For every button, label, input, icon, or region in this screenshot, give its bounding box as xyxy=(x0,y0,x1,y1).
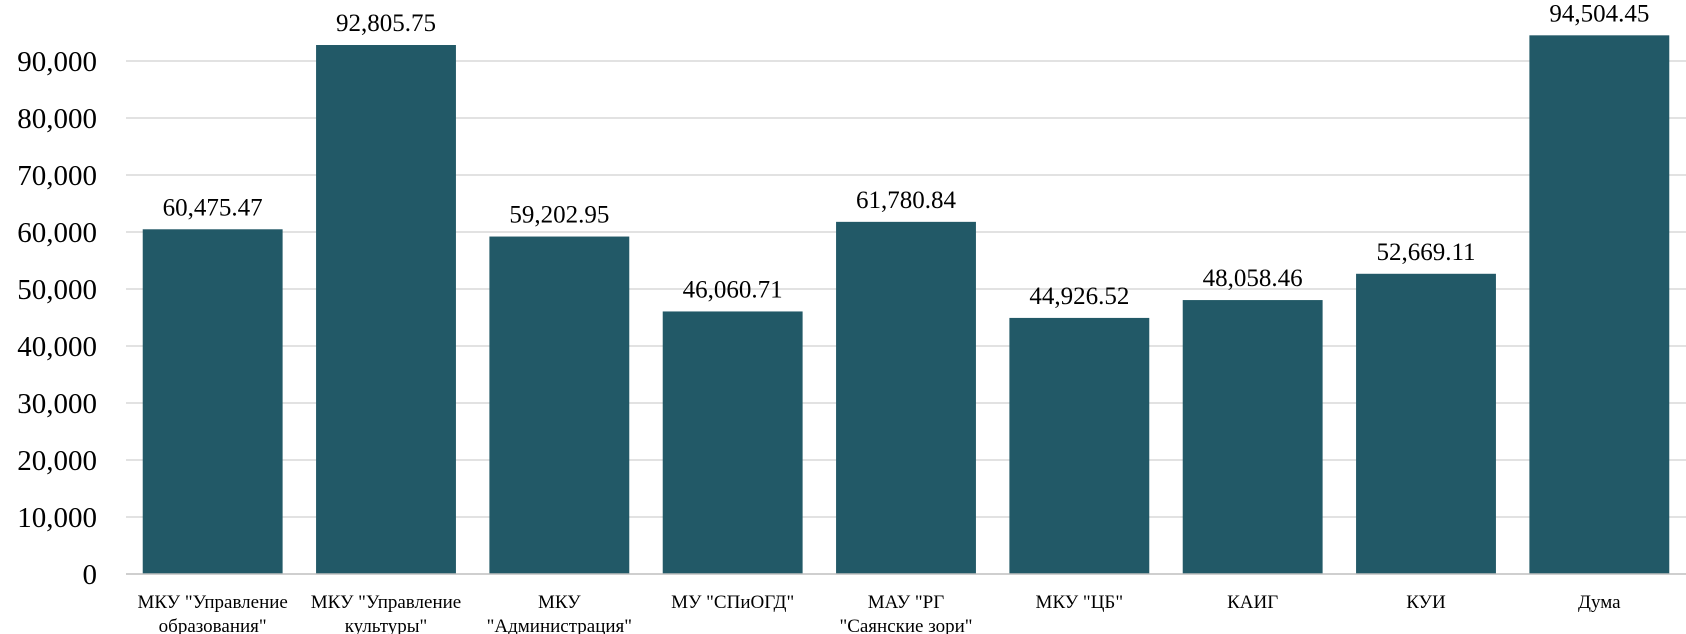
category-label-line: МКУ "Управление xyxy=(137,592,287,613)
data-label: 60,475.47 xyxy=(163,194,263,221)
y-tick-label: 40,000 xyxy=(17,331,97,363)
category-label-line: Дума xyxy=(1578,592,1621,613)
category-label-line: образования" xyxy=(159,616,267,634)
category-label: Дума xyxy=(1578,592,1621,613)
bar xyxy=(662,311,803,574)
data-label: 94,504.45 xyxy=(1549,0,1649,27)
category-label-line: МАУ "РГ xyxy=(868,592,944,613)
category-label-line: МУ "СПиОГД" xyxy=(671,592,794,613)
category-label: МКУ "Управление культуры" xyxy=(311,592,461,634)
category-label: КАИГ xyxy=(1227,592,1278,613)
bar xyxy=(1356,273,1496,574)
y-axis-tick-labels: 0 10,000 20,000 30,000 40,000 50,000 60,000 70,… xyxy=(17,46,97,591)
data-label: 92,805.75 xyxy=(336,10,436,37)
category-label-line: МКУ xyxy=(538,592,581,613)
category-label: МАУ "РГ "Саянские зори" xyxy=(839,592,972,634)
y-tick-label: 70,000 xyxy=(17,160,97,192)
category-label-line: культуры" xyxy=(345,616,428,634)
y-tick-label: 60,000 xyxy=(17,217,97,249)
data-label: 52,669.11 xyxy=(1376,239,1475,266)
y-tick-label: 0 xyxy=(83,559,98,591)
category-label-line: КАИГ xyxy=(1227,592,1278,613)
bars xyxy=(142,35,1670,575)
bar xyxy=(836,221,976,574)
category-label-line: МКУ "Управление xyxy=(311,592,461,613)
y-tick-label: 50,000 xyxy=(17,274,97,306)
category-label-line: "Саянские зори" xyxy=(839,616,972,634)
category-label-line: "Администрация" xyxy=(487,616,632,634)
y-tick-label: 10,000 xyxy=(17,502,97,534)
category-label: МКУ "Управление образования" xyxy=(137,592,287,634)
bar xyxy=(1182,300,1323,574)
category-label-line: КУИ xyxy=(1406,592,1446,613)
data-label: 46,060.71 xyxy=(683,276,783,303)
category-label: МКУ "Администрация" xyxy=(487,592,632,634)
data-label: 59,202.95 xyxy=(509,202,609,229)
category-label: КУИ xyxy=(1406,592,1446,613)
y-tick-label: 30,000 xyxy=(17,388,97,420)
bar xyxy=(1009,317,1150,574)
data-label: 61,780.84 xyxy=(856,187,957,214)
y-tick-label: 80,000 xyxy=(17,103,97,135)
bar xyxy=(489,236,630,574)
category-label: МКУ "ЦБ" xyxy=(1036,592,1124,613)
data-label: 44,926.52 xyxy=(1029,283,1129,310)
category-label: МУ "СПиОГД" xyxy=(671,592,794,613)
category-label-line: МКУ "ЦБ" xyxy=(1036,592,1124,613)
bar xyxy=(142,229,283,574)
x-axis-category-labels: МКУ "Управление образования"МКУ "Управлен… xyxy=(137,592,1621,634)
bar xyxy=(316,45,456,575)
y-tick-label: 20,000 xyxy=(17,445,97,477)
y-tick-label: 90,000 xyxy=(17,46,97,78)
bar xyxy=(1529,35,1670,574)
data-label: 48,058.46 xyxy=(1203,265,1303,292)
data-labels: 60,475.47 92,805.75 59,202.95 46,060.71 61,7… xyxy=(163,0,1650,310)
